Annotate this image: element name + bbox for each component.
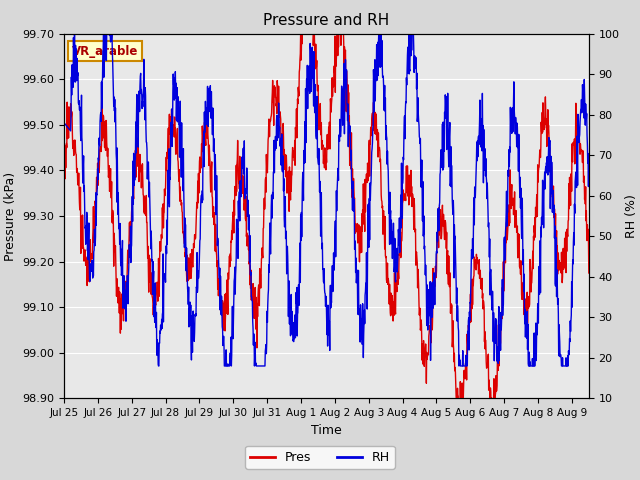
Text: VR_arable: VR_arable <box>72 45 138 58</box>
Title: Pressure and RH: Pressure and RH <box>263 13 390 28</box>
Legend: Pres, RH: Pres, RH <box>245 446 395 469</box>
Y-axis label: Pressure (kPa): Pressure (kPa) <box>4 171 17 261</box>
Y-axis label: RH (%): RH (%) <box>625 194 638 238</box>
X-axis label: Time: Time <box>311 424 342 437</box>
